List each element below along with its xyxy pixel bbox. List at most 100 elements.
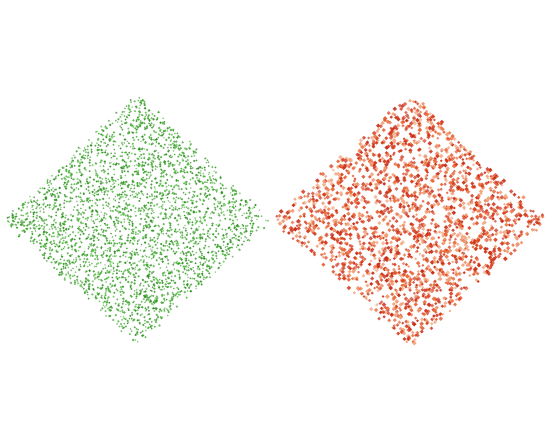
stipple-dot [213,243,217,246]
stipple-dot [183,214,186,217]
stipple-dot [143,127,147,131]
stipple-dot [421,199,425,203]
stipple-dot [70,176,73,180]
stipple-dot [190,155,193,158]
stipple-dot [170,275,173,278]
stipple-dot [508,251,514,256]
stipple-dot [49,255,52,258]
stipple-dot [456,266,461,271]
stipple-dot [131,230,135,233]
stipple-dot [184,224,186,227]
stipple-dot [228,218,232,221]
stipple-dot [118,269,121,273]
stipple-dot [82,203,85,206]
stipple-dot [380,240,386,246]
stipple-dot [86,148,89,151]
stipple-dot [127,221,131,224]
stipple-dot [531,209,535,213]
stipple-dot [126,268,130,272]
stipple-dot [61,236,65,240]
stipple-dot [79,200,82,203]
stipple-dot [217,200,219,203]
stipple-dot [247,216,250,220]
stipple-dot [191,172,194,175]
stipple-dot [231,255,234,258]
stipple-dot [160,248,163,251]
stipple-dot [29,240,32,243]
stipple-dot [195,200,198,203]
stipple-dot [124,214,128,217]
stipple-dot [294,233,299,239]
stipple-dot [510,223,515,228]
stipple-dot [225,236,228,238]
stipple-dot [529,209,533,213]
stipple-dot [167,160,170,163]
stipple-dot [144,335,147,339]
stipple-dot [138,155,141,158]
stipple-dot [70,213,72,216]
stipple-dot [160,293,164,297]
stipple-dot [351,174,355,178]
stipple-dot [145,177,148,180]
stipple-dot [74,234,77,237]
stipple-dot [131,338,135,342]
stipple-dot [392,317,397,323]
stipple-dot [178,207,181,210]
stipple-dot [378,236,383,241]
stipple-dot [361,158,367,163]
stipple-dot [77,146,80,149]
stipple-dot [109,165,112,168]
stipple-dot [169,161,172,164]
stipple-dot [141,330,144,333]
stipple-dot [66,243,69,246]
stipple-dot [144,246,147,249]
stipple-dot [105,145,108,148]
stipple-dot [410,126,414,130]
stipple-dot [79,265,82,268]
stipple-dot [100,211,103,214]
stipple-dot [89,252,93,256]
stipple-dot [236,218,239,221]
stipple-dot [123,110,126,113]
stipple-dot [154,188,157,190]
stipple-dot [104,271,107,275]
stipple-dot [102,164,105,168]
stipple-dot [123,261,127,265]
stipple-dot [100,294,103,297]
stipple-dot [189,252,192,255]
stipple-dot [215,227,218,230]
stipple-dot [323,255,329,260]
stipple-dot [125,144,129,148]
stipple-dot [106,307,110,310]
stipple-dot [146,263,149,266]
stipple-dot [146,280,149,283]
stipple-dot [114,234,117,237]
stipple-dot [170,133,174,136]
stipple-dot [230,223,233,226]
stipple-dot [181,236,184,240]
stipple-dot [174,207,177,211]
stipple-dot [141,229,145,232]
stipple-dot [254,214,258,218]
stipple-dot [95,265,98,268]
stipple-dot [149,133,152,137]
stipple-dot [391,302,396,306]
stipple-dot [209,212,212,215]
stipple-dot [176,230,179,233]
stipple-dot [122,251,125,254]
stipple-dot [499,225,504,229]
stipple-dot [134,226,138,229]
stipple-dot [109,209,112,213]
stipple-dot [147,110,150,113]
stipple-dot [406,106,411,112]
stipple-dot [158,256,161,259]
stipple-dot [70,183,73,186]
stipple-dot [108,290,112,294]
stipple-dot [367,148,373,153]
stipple-dot [205,224,208,226]
stipple-dot [133,139,136,142]
stipple-dot [369,281,374,286]
stipple-dot [80,158,82,161]
stipple-dot [49,215,53,219]
stipple-dot [43,225,46,229]
